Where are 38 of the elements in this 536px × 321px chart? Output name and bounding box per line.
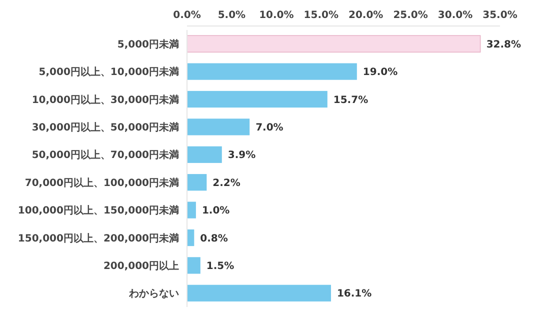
- y-tick-label: 5,000円以上、10,000円未満: [38, 66, 179, 78]
- x-tick-label: 20.0%: [348, 10, 384, 21]
- y-tick-label: わからない: [128, 288, 179, 300]
- y-tick-label: 5,000円未満: [117, 38, 179, 50]
- bar: [187, 229, 194, 246]
- y-tick-label: 50,000円以上、70,000円未満: [32, 149, 179, 162]
- y-tick-label: 100,000円以上、150,000円未満: [18, 204, 179, 217]
- bar: [187, 118, 250, 136]
- data-label: 2.2%: [212, 178, 240, 189]
- data-label: 32.8%: [486, 39, 522, 50]
- data-label: 0.8%: [200, 233, 228, 244]
- data-label: 1.5%: [206, 260, 234, 272]
- bar: [187, 284, 331, 302]
- x-tick-label: 0.0%: [173, 10, 201, 21]
- bar: [187, 257, 200, 274]
- bar: [187, 90, 328, 108]
- x-tick-label: 30.0%: [438, 10, 473, 21]
- x-tick-label: 15.0%: [304, 10, 338, 21]
- data-label: 3.9%: [228, 150, 256, 162]
- bar: [186, 35, 481, 53]
- x-tick-label: 5.0%: [218, 10, 246, 21]
- y-tick-label: 200,000円以上: [103, 260, 179, 272]
- data-label: 15.7%: [333, 94, 368, 106]
- bar: [187, 174, 207, 191]
- y-tick-label: 30,000円以上、50,000円未満: [32, 121, 179, 134]
- data-label: 16.1%: [336, 288, 372, 300]
- bar: [187, 202, 196, 218]
- data-label: 19.0%: [362, 67, 398, 78]
- bar: [187, 146, 222, 163]
- y-tick-label: 10,000円以上、30,000円未満: [32, 94, 179, 106]
- data-label: 1.0%: [202, 206, 230, 217]
- y-tick-label: 150,000円以上、200,000円未満: [18, 232, 179, 244]
- y-tick-label: 70,000円以上、100,000円未満: [24, 176, 179, 189]
- data-label: 7.0%: [256, 122, 284, 134]
- x-tick-label: 10.0%: [259, 10, 294, 21]
- x-tick-label: 35.0%: [482, 10, 518, 21]
- bar: [187, 63, 357, 80]
- x-tick-label: 25.0%: [393, 10, 428, 21]
